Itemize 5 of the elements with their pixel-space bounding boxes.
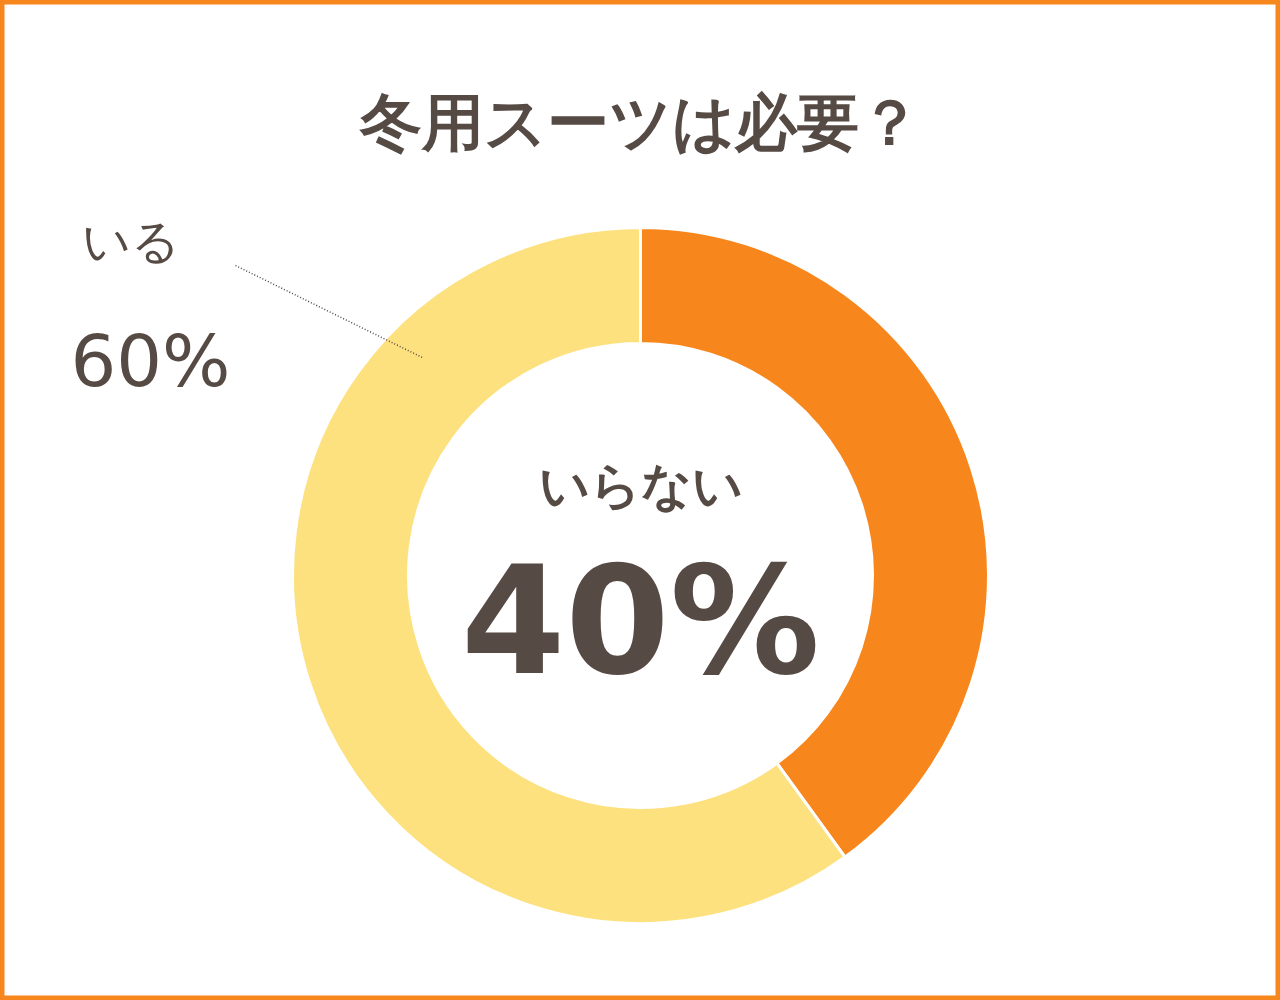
slice-label: いらない — [538, 456, 743, 515]
slice-label: いる — [81, 212, 180, 269]
data-label: 40% — [460, 533, 821, 708]
data-label: 60% — [70, 318, 231, 403]
chart-title: 冬用スーツは必要？ — [359, 86, 921, 159]
